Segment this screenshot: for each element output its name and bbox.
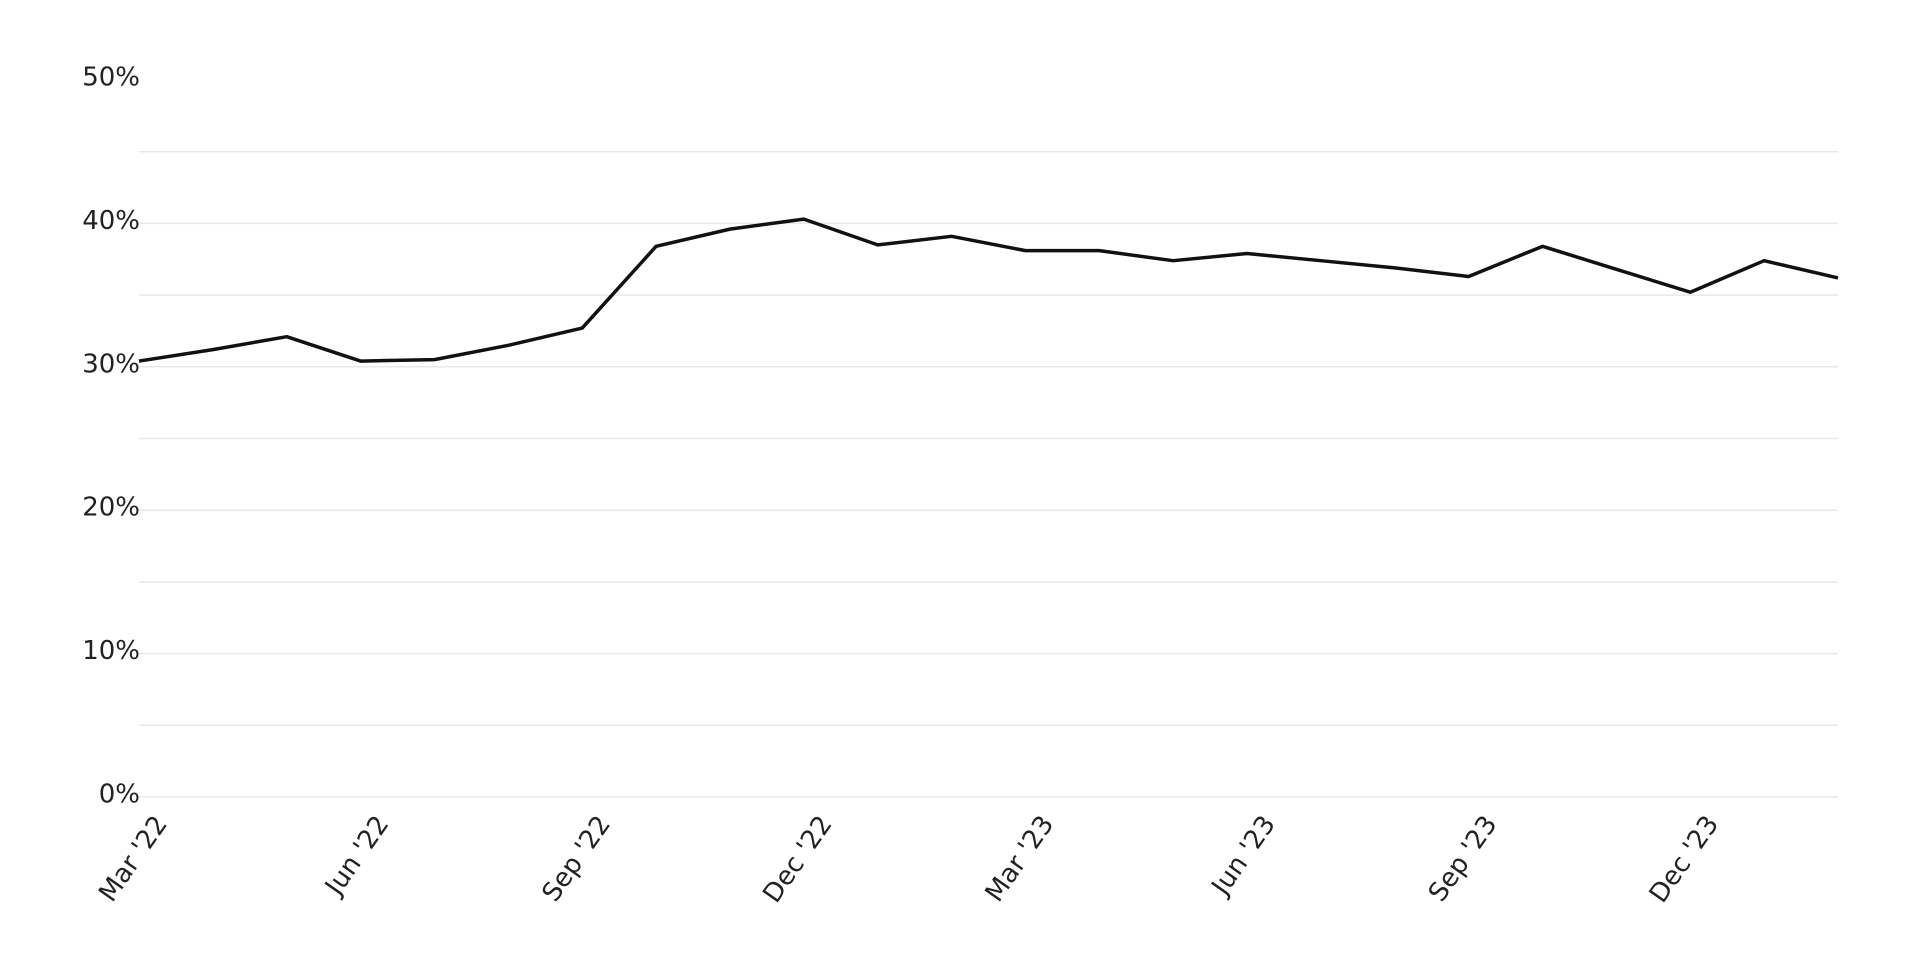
- x-tick-label: Jun '23: [1205, 810, 1282, 902]
- x-tick-label: Dec '22: [757, 810, 838, 908]
- line: [138, 217, 1839, 363]
- y-tick-label: 50%: [82, 63, 140, 93]
- y-tick-label: 30%: [82, 349, 140, 379]
- x-tick-label: Mar '23: [980, 810, 1061, 907]
- x-tick-label: Dec '23: [1644, 810, 1725, 908]
- x-tick-label: Mar '22: [93, 810, 174, 907]
- y-tick-label: 40%: [82, 206, 140, 236]
- x-tick-label: Sep '23: [1423, 810, 1503, 907]
- y-tick-label: 10%: [82, 636, 140, 666]
- x-tick-label: Jun '22: [319, 810, 396, 902]
- x-tick-label: Sep '22: [537, 810, 617, 907]
- y-tick-label: 20%: [82, 493, 140, 523]
- y-tick-label: 0%: [99, 780, 140, 810]
